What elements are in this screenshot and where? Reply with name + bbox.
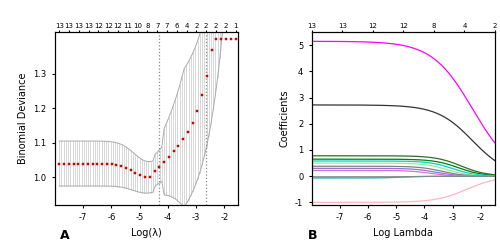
Y-axis label: Binomial Deviance: Binomial Deviance bbox=[18, 73, 28, 164]
X-axis label: Log Lambda: Log Lambda bbox=[374, 228, 434, 238]
Y-axis label: Coefficients: Coefficients bbox=[280, 90, 289, 147]
X-axis label: Log(λ): Log(λ) bbox=[132, 228, 162, 238]
Text: B: B bbox=[308, 229, 318, 242]
Text: A: A bbox=[60, 229, 70, 242]
